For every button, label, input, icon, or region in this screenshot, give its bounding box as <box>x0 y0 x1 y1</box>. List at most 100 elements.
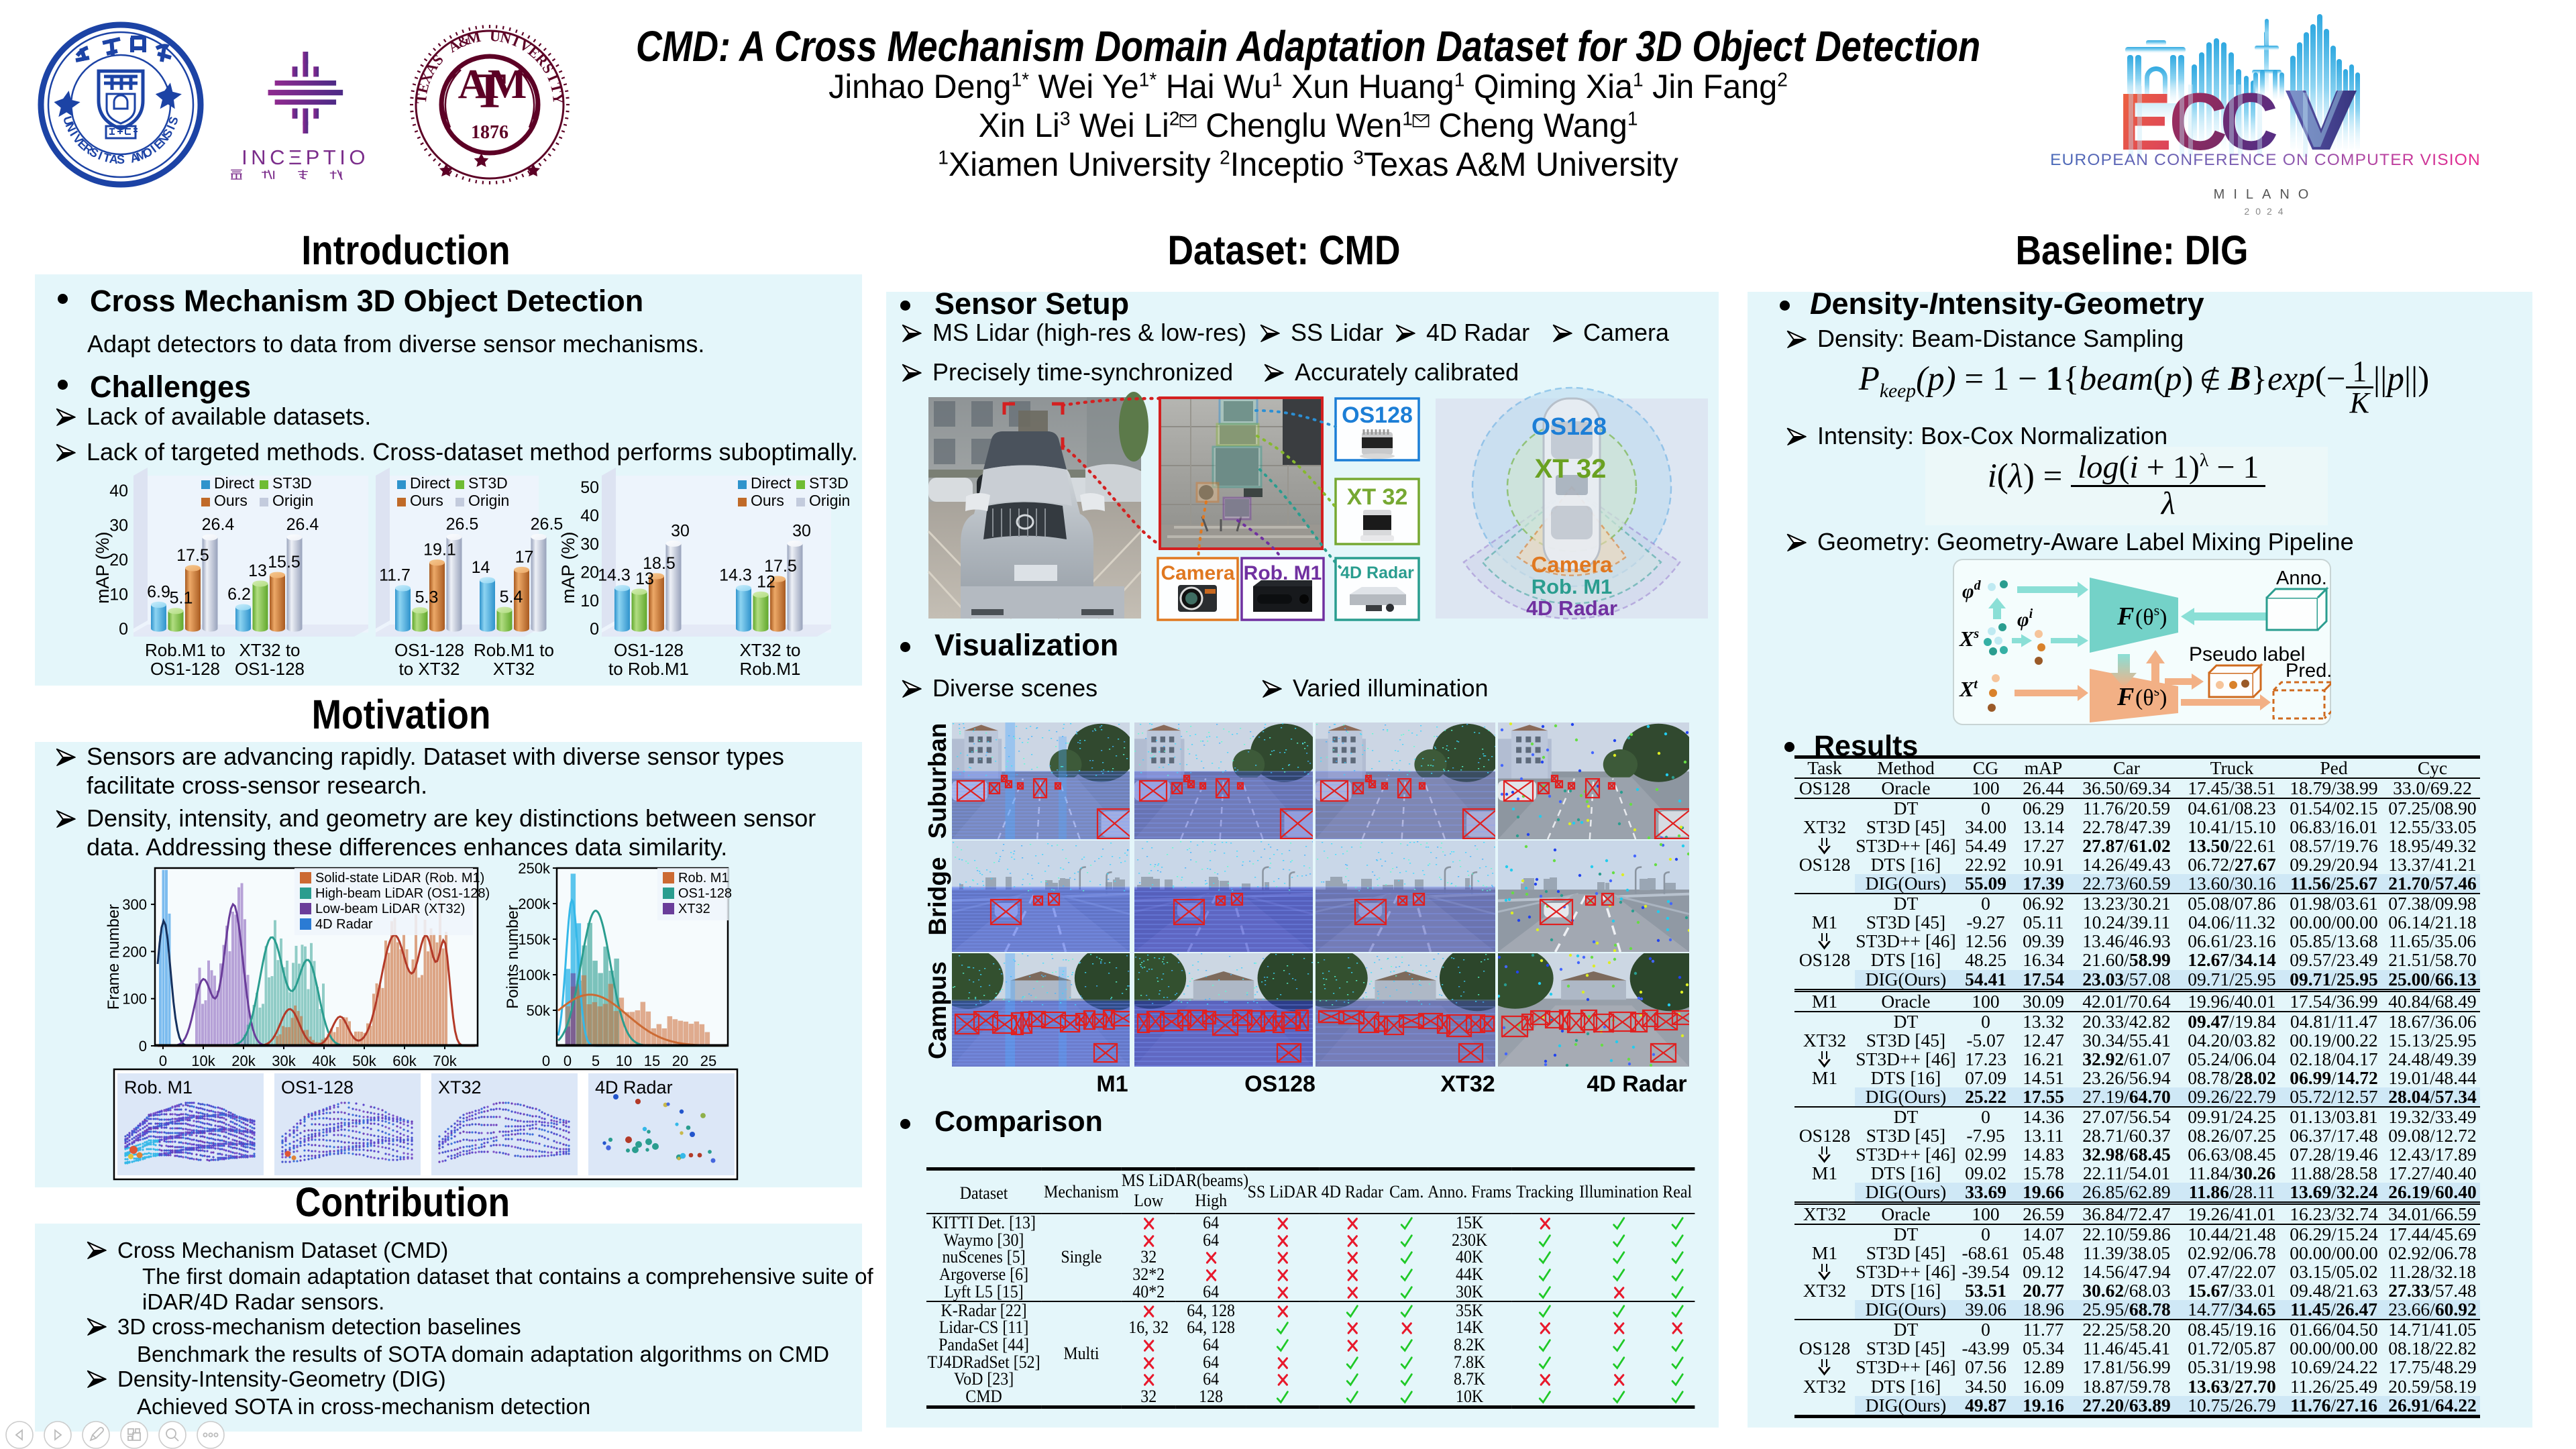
svg-text:5: 5 <box>592 1053 600 1069</box>
svg-text:EUROPEAN CONFERENCE ON COMPUTE: EUROPEAN CONFERENCE ON COMPUTER VISION <box>2050 151 2481 169</box>
svg-text:ST3D: ST3D <box>468 474 508 492</box>
svg-text:(θs): (θs) <box>2135 602 2167 630</box>
svg-text:17: 17 <box>515 547 534 566</box>
svg-text:40: 40 <box>580 506 599 525</box>
svg-text:6.9: 6.9 <box>147 582 170 601</box>
svg-text:30: 30 <box>792 521 811 540</box>
svg-text:XT32 to: XT32 to <box>239 640 300 660</box>
svg-text:2024: 2024 <box>2244 206 2289 217</box>
svg-text:Direct: Direct <box>751 474 792 492</box>
svg-text:φd: φd <box>1962 578 1982 602</box>
svg-text:5.1: 5.1 <box>170 589 193 608</box>
svg-text:13: 13 <box>635 570 654 588</box>
svg-text:XT32 to: XT32 to <box>739 640 800 660</box>
svg-text:26.5: 26.5 <box>531 515 564 534</box>
svg-text:4D Radar: 4D Radar <box>1340 564 1414 582</box>
svg-text:60k: 60k <box>392 1053 417 1069</box>
svg-text:U: U <box>489 28 501 45</box>
svg-text:0: 0 <box>564 1053 572 1069</box>
svg-text:A: A <box>129 150 141 166</box>
svg-text:OS128: OS128 <box>1342 402 1413 428</box>
svg-text:to XT32: to XT32 <box>398 659 460 679</box>
svg-text:High-beam LiDAR (OS1-128): High-beam LiDAR (OS1-128) <box>315 886 490 901</box>
svg-text:U: U <box>60 115 76 127</box>
svg-text:10: 10 <box>109 586 128 604</box>
svg-text:30: 30 <box>109 517 128 535</box>
svg-text:Rob. M1: Rob. M1 <box>678 871 729 885</box>
svg-text:70k: 70k <box>433 1053 457 1069</box>
svg-text:26.4: 26.4 <box>286 515 319 534</box>
svg-text:XT 32: XT 32 <box>1347 484 1408 510</box>
svg-text:20: 20 <box>580 564 599 582</box>
svg-text:25: 25 <box>700 1053 716 1069</box>
svg-text:Rob.M1 to: Rob.M1 to <box>145 640 225 660</box>
svg-text:Anno.: Anno. <box>2276 568 2327 589</box>
svg-text:Points number: Points number <box>504 905 522 1009</box>
svg-text:14.3: 14.3 <box>719 566 752 585</box>
svg-text:MILANO: MILANO <box>2214 187 2318 202</box>
svg-text:OS1-128: OS1-128 <box>281 1077 354 1097</box>
svg-text:mAP (%): mAP (%) <box>558 531 578 604</box>
svg-text:mAP (%): mAP (%) <box>93 531 113 604</box>
svg-text:Rob.M1: Rob.M1 <box>739 659 800 679</box>
svg-text:5.3: 5.3 <box>415 588 439 607</box>
svg-text:0: 0 <box>139 1038 147 1055</box>
svg-text:4D Radar: 4D Radar <box>1526 596 1617 620</box>
svg-text:Origin: Origin <box>272 492 313 509</box>
svg-text:(θs): (θs) <box>2135 682 2167 710</box>
svg-text:E: E <box>414 81 433 95</box>
svg-text:XT 32: XT 32 <box>1535 454 1607 484</box>
svg-text:S: S <box>166 115 181 126</box>
svg-text:T: T <box>413 93 430 104</box>
svg-text:15: 15 <box>644 1053 660 1069</box>
svg-text:13: 13 <box>248 561 267 580</box>
svg-text:50k: 50k <box>352 1053 376 1069</box>
svg-text:10: 10 <box>580 592 599 610</box>
svg-text:Ours: Ours <box>214 492 248 509</box>
svg-text:OS128: OS128 <box>1532 413 1607 440</box>
svg-text:OS1-128: OS1-128 <box>614 640 684 660</box>
svg-text:N: N <box>498 28 513 47</box>
svg-text:12: 12 <box>757 572 775 591</box>
svg-text:F: F <box>2116 602 2134 631</box>
svg-text:10: 10 <box>616 1053 632 1069</box>
svg-text:1876: 1876 <box>471 122 508 143</box>
svg-text:150k: 150k <box>518 931 551 948</box>
svg-text:OS1-128: OS1-128 <box>235 659 305 679</box>
svg-text:30k: 30k <box>272 1053 296 1069</box>
svg-text:40k: 40k <box>312 1053 336 1069</box>
svg-text:Camera: Camera <box>1161 562 1234 584</box>
svg-text:4D Radar: 4D Radar <box>315 917 373 932</box>
svg-text:100: 100 <box>122 991 147 1008</box>
svg-text:OS1-128: OS1-128 <box>150 659 220 679</box>
svg-text:20: 20 <box>109 551 128 570</box>
svg-text:Frame number: Frame number <box>105 904 123 1010</box>
svg-text:30: 30 <box>671 521 690 540</box>
svg-text:OS1-128: OS1-128 <box>678 886 732 901</box>
svg-text:Solid-state LiDAR (Rob. M1): Solid-state LiDAR (Rob. M1) <box>315 871 484 885</box>
svg-text:17.5: 17.5 <box>176 546 209 565</box>
svg-text:200: 200 <box>122 943 147 960</box>
svg-text:Origin: Origin <box>468 492 509 509</box>
svg-text:Direct: Direct <box>214 474 255 492</box>
svg-text:100k: 100k <box>518 967 551 983</box>
svg-text:Rob. M1: Rob. M1 <box>124 1077 193 1097</box>
svg-text:200k: 200k <box>518 896 551 912</box>
svg-text:0: 0 <box>159 1053 167 1069</box>
svg-text:50: 50 <box>580 478 599 497</box>
svg-text:M: M <box>134 148 148 164</box>
svg-text:A: A <box>109 152 119 166</box>
svg-text:Direct: Direct <box>410 474 451 492</box>
svg-text:19.1: 19.1 <box>423 541 456 559</box>
svg-text:S: S <box>117 153 125 166</box>
svg-text:50k: 50k <box>527 1002 551 1019</box>
svg-text:14: 14 <box>472 558 490 577</box>
svg-text:Pred.: Pred. <box>2286 660 2331 682</box>
svg-text:30: 30 <box>580 535 599 553</box>
svg-text:to Rob.M1: to Rob.M1 <box>608 659 689 679</box>
svg-text:40: 40 <box>109 482 128 500</box>
svg-text:26.5: 26.5 <box>446 515 479 534</box>
svg-text:A M: A M <box>458 62 526 107</box>
svg-text:6.2: 6.2 <box>227 585 251 604</box>
svg-text:15.5: 15.5 <box>268 553 301 572</box>
